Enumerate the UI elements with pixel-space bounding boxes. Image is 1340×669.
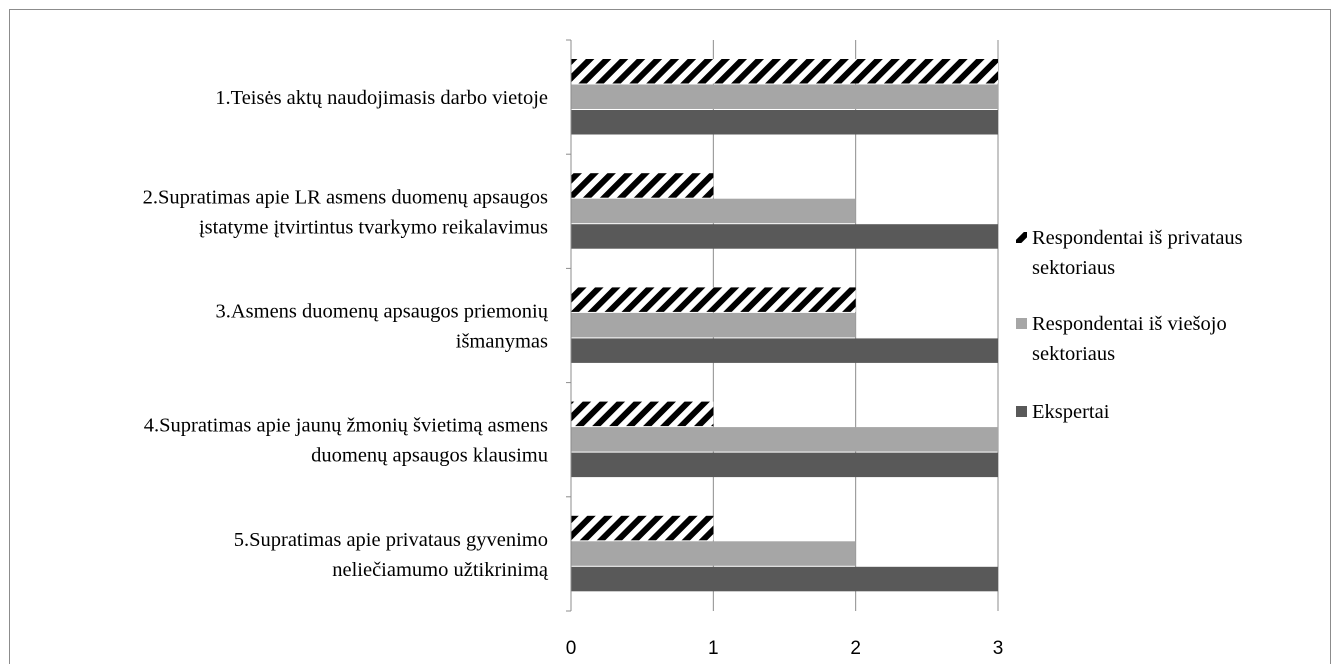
legend: Respondentai iš privataus sektoriaus Respo… <box>1016 227 1243 423</box>
legend-item-2: Respondentai iš viešojo sektoriaus <box>1016 313 1227 365</box>
category-label-3: 3.Asmens duomenų apsaugos priemonių išman… <box>215 301 548 353</box>
legend-label: Respondentai iš privataus sektoriaus <box>1032 227 1243 279</box>
bar-public-4 <box>571 427 998 452</box>
x-tick-label: 1 <box>708 638 719 659</box>
category-label-4: 4.Supratimas apie jaunų žmonių švietimą … <box>144 415 548 467</box>
bar-public-5 <box>571 541 856 566</box>
category-label-1: 1.Teisės aktų naudojimasis darbo vietoje <box>215 87 548 109</box>
bar-private-4 <box>571 401 714 427</box>
legend-item-3: Ekspertai <box>1016 401 1110 423</box>
legend-swatch <box>1016 318 1027 329</box>
legend-item-1: Respondentai iš privataus sektoriaus <box>1016 227 1243 279</box>
bar-private-3 <box>571 287 856 312</box>
category-labels: 1.Teisės aktų naudojimasis darbo vietoje… <box>143 87 549 581</box>
bar-public-1 <box>571 84 998 109</box>
bar-public-3 <box>571 312 856 338</box>
bar-experts-4 <box>571 452 998 478</box>
bar-experts-5 <box>571 566 998 592</box>
bar-private-1 <box>571 59 998 84</box>
bar-experts-2 <box>571 224 998 249</box>
bar-private-2 <box>571 173 714 198</box>
x-tick-label: 3 <box>993 638 1004 659</box>
legend-swatch <box>1016 406 1027 417</box>
category-label-2: 2.Supratimas apie LR asmens duomenų apsa… <box>143 186 548 238</box>
bars <box>571 59 998 592</box>
legend-swatch <box>1016 232 1027 243</box>
category-label-5: 5.Supratimas apie privataus gyvenimo neli… <box>234 529 549 581</box>
bar-experts-3 <box>571 338 998 363</box>
bar-experts-1 <box>571 110 998 135</box>
legend-label: Ekspertai <box>1032 401 1110 423</box>
x-tick-label: 0 <box>566 638 577 659</box>
x-tick-label: 2 <box>850 638 861 659</box>
bar-private-5 <box>571 515 714 541</box>
axes: 0 1 2 3 <box>566 39 1004 659</box>
legend-label: Respondentai iš viešojo sektoriaus <box>1032 313 1227 365</box>
bar-public-2 <box>571 198 856 224</box>
